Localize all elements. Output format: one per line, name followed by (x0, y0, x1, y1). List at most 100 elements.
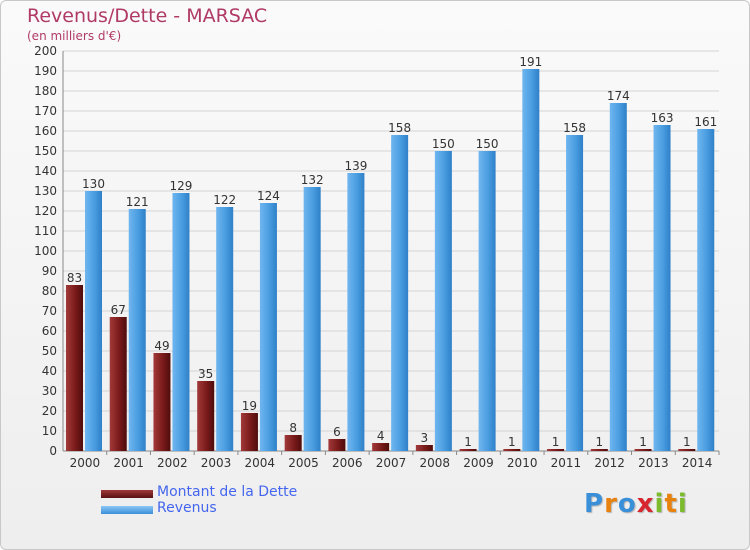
bar-revenus (478, 151, 496, 451)
bar-revenus (259, 203, 277, 451)
y-tick-label: 40 (42, 364, 57, 378)
y-tick-label: 140 (34, 164, 57, 178)
y-tick-label: 190 (34, 64, 57, 78)
data-label-revenus: 150 (432, 137, 455, 151)
bar-debt (328, 439, 346, 451)
chart-subtitle: (en milliers d'€) (27, 29, 122, 43)
data-label-debt: 35 (198, 367, 213, 381)
data-label-revenus: 129 (170, 179, 193, 193)
bar-debt (66, 285, 83, 451)
bar-debt (109, 317, 127, 451)
bar-debt (634, 449, 652, 451)
bar-revenus (128, 209, 146, 451)
data-label-debt: 83 (67, 271, 82, 285)
y-tick-label: 10 (42, 424, 57, 438)
bar-revenus (522, 69, 540, 451)
logo-letter: i (654, 489, 665, 519)
bar-debt (459, 449, 477, 451)
legend-label-debt: Montant de la Dette (157, 484, 298, 500)
logo-letter: P (584, 489, 605, 519)
bar-revenus (85, 191, 102, 451)
data-label-revenus: 122 (213, 193, 236, 207)
legend-label-revenus: Revenus (157, 500, 217, 516)
legend-swatch-debt (101, 490, 153, 498)
data-label-debt: 4 (377, 429, 385, 443)
data-label-revenus: 121 (126, 195, 149, 209)
bar-debt (284, 435, 302, 451)
y-tick-label: 0 (49, 444, 57, 458)
data-label-revenus: 161 (694, 115, 717, 129)
x-tick-label: 2011 (551, 456, 582, 470)
y-tick-label: 70 (42, 304, 57, 318)
y-tick-label: 160 (34, 124, 57, 138)
x-tick-label: 2010 (507, 456, 538, 470)
bar-debt (372, 443, 390, 451)
bar-debt (415, 445, 433, 451)
y-tick-label: 60 (42, 324, 57, 338)
y-tick-label: 110 (34, 224, 57, 238)
legend-swatch-revenus (101, 506, 153, 514)
logo-letter: i (677, 489, 688, 519)
data-label-revenus: 191 (519, 55, 542, 69)
x-tick-label: 2009 (463, 456, 494, 470)
data-label-debt: 1 (552, 435, 560, 449)
bar-debt (503, 449, 521, 451)
bar-revenus (172, 193, 190, 451)
data-label-revenus: 174 (607, 89, 630, 103)
logo-letter: t (664, 489, 678, 519)
y-tick-label: 80 (42, 284, 57, 298)
logo-letter: o (617, 489, 637, 519)
data-label-revenus: 163 (651, 111, 674, 125)
x-tick-label: 2000 (70, 456, 101, 470)
bar-debt (678, 449, 696, 451)
bar-revenus (303, 187, 321, 451)
logo-letter: r (604, 489, 618, 519)
y-tick-label: 20 (42, 404, 57, 418)
data-label-debt: 1 (683, 435, 691, 449)
data-label-revenus: 124 (257, 189, 280, 203)
chart-title: Revenus/Dette - MARSAC (27, 5, 268, 27)
y-tick-label: 90 (42, 264, 57, 278)
data-label-revenus: 158 (388, 121, 411, 135)
bar-revenus (434, 151, 452, 451)
x-tick-label: 2012 (594, 456, 625, 470)
y-tick-label: 100 (34, 244, 57, 258)
y-tick-label: 150 (34, 144, 57, 158)
data-label-debt: 3 (421, 431, 429, 445)
bar-revenus (216, 207, 234, 451)
data-label-debt: 8 (289, 421, 297, 435)
x-tick-label: 2005 (288, 456, 319, 470)
data-label-debt: 67 (111, 303, 126, 317)
bar-revenus (566, 135, 584, 451)
y-tick-label: 180 (34, 84, 57, 98)
bar-debt (240, 413, 258, 451)
x-tick-label: 2007 (376, 456, 407, 470)
data-label-debt: 1 (508, 435, 516, 449)
y-tick-label: 120 (34, 204, 57, 218)
logo-letter: x (636, 489, 655, 519)
bar-revenus (653, 125, 671, 451)
bar-revenus (391, 135, 409, 451)
data-label-revenus: 150 (476, 137, 499, 151)
bar-revenus (697, 129, 715, 451)
y-tick-label: 200 (34, 44, 57, 58)
x-tick-label: 2006 (332, 456, 363, 470)
x-tick-label: 2004 (245, 456, 276, 470)
y-tick-label: 50 (42, 344, 57, 358)
y-tick-label: 170 (34, 104, 57, 118)
x-tick-label: 2001 (113, 456, 144, 470)
bar-debt (547, 449, 565, 451)
bar-debt (590, 449, 608, 451)
x-tick-label: 2014 (682, 456, 713, 470)
data-label-debt: 1 (595, 435, 603, 449)
y-tick-label: 30 (42, 384, 57, 398)
x-tick-label: 2013 (638, 456, 669, 470)
data-label-debt: 1 (639, 435, 647, 449)
bar-revenus (347, 173, 365, 451)
data-label-revenus: 139 (344, 159, 367, 173)
data-label-debt: 6 (333, 425, 341, 439)
proxiti-logo: Proxiti (584, 489, 688, 519)
bar-debt (153, 353, 171, 451)
x-tick-label: 2003 (201, 456, 232, 470)
